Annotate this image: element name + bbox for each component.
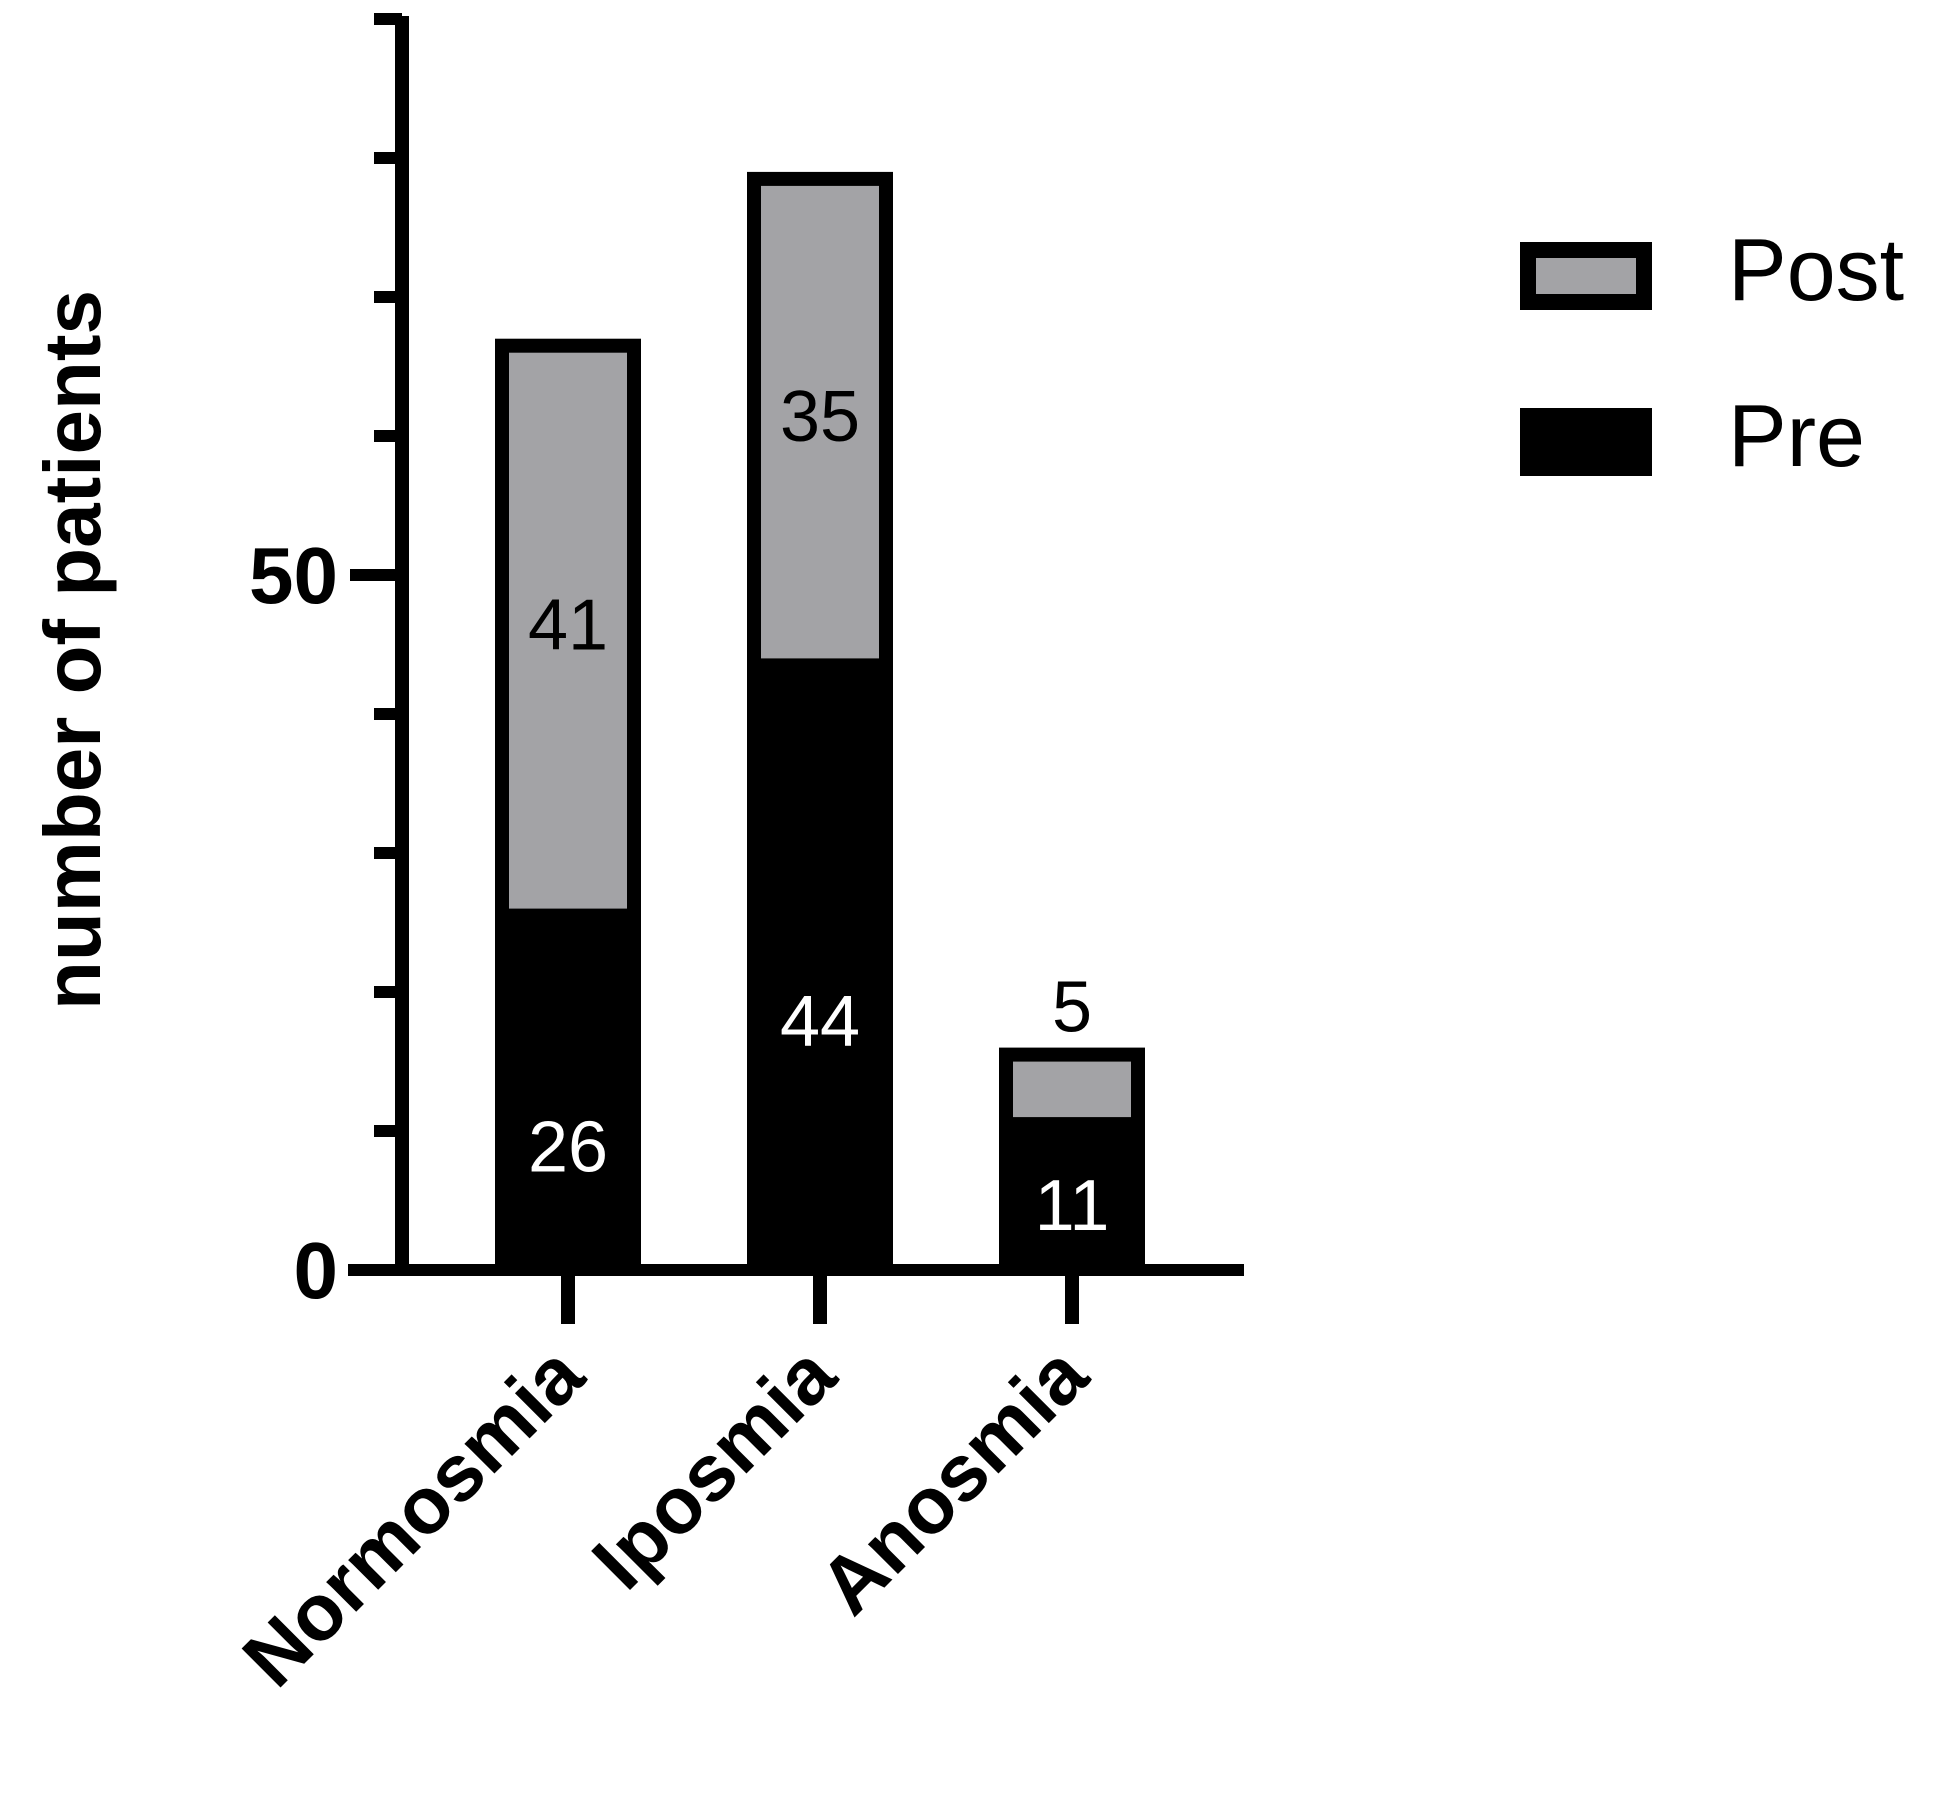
legend-swatch-pre: [1520, 408, 1652, 476]
legend-label-post: Post: [1728, 220, 1904, 319]
x-tick-label-anosmia: Anosmia: [802, 1329, 1104, 1631]
legend-swatch-fill-post: [1536, 258, 1636, 294]
bars-group: [495, 171, 1145, 1270]
legend-label-pre: Pre: [1728, 386, 1865, 485]
y-tick-label-50: 50: [249, 531, 338, 620]
data-label-post-iposmia: 35: [780, 377, 860, 457]
data-labels-group: 26 41 44 35 11 5: [528, 377, 1109, 1246]
x-tick-label-normosmia: Normosmia: [226, 1329, 601, 1704]
data-label-pre-anosmia: 11: [1035, 1166, 1110, 1246]
data-label-pre-normosmia: 26: [528, 1107, 608, 1187]
bar-post-iposmia: [761, 185, 879, 659]
data-label-pre-iposmia: 44: [780, 982, 860, 1062]
y-axis-label: number of patients: [28, 290, 117, 1010]
bar-post-normosmia: [509, 352, 627, 909]
data-label-post-normosmia: 41: [528, 586, 608, 666]
axes-group: [348, 16, 1244, 1276]
bar-pre-iposmia: [747, 658, 893, 1270]
bar-post-anosmia: [1013, 1061, 1131, 1118]
data-label-post-anosmia: 5: [1052, 968, 1092, 1048]
bar-pre-anosmia: [999, 1117, 1145, 1270]
y-tick-label-0: 0: [294, 1226, 339, 1315]
y-ticks-group: 0 50: [249, 13, 402, 1315]
bar-pre-normosmia: [495, 908, 641, 1270]
legend: Post Pre: [1520, 220, 1904, 485]
